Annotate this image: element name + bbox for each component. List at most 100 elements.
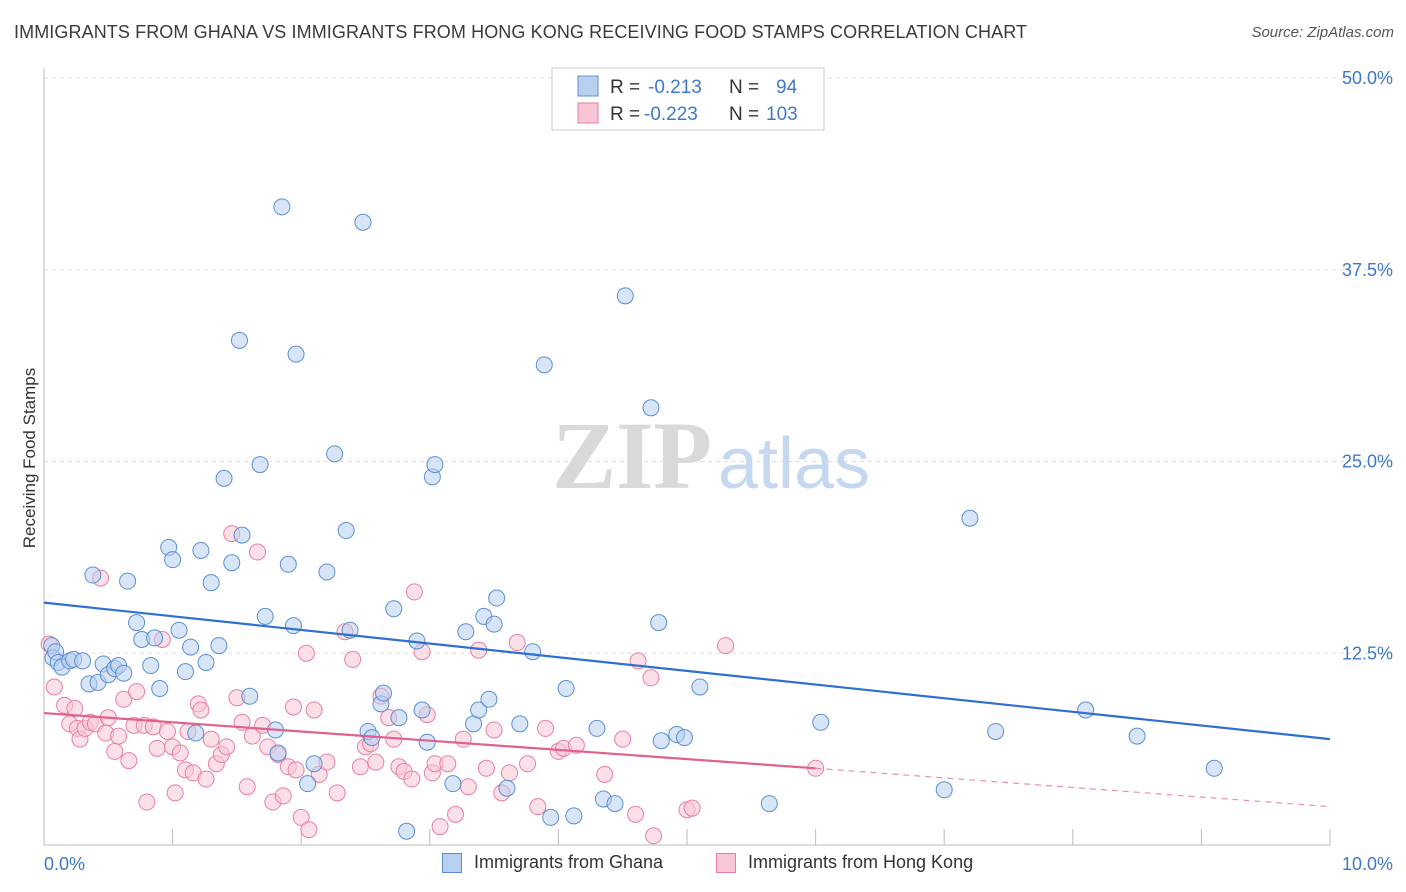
ghana-point bbox=[269, 744, 287, 762]
ghana-point bbox=[511, 715, 529, 733]
hk-point bbox=[439, 755, 457, 773]
ghana-point bbox=[115, 664, 133, 682]
ghana-point bbox=[233, 526, 251, 544]
ghana-point bbox=[273, 198, 291, 216]
ghana-point bbox=[691, 678, 709, 696]
ghana-point bbox=[760, 795, 778, 813]
ghana-point bbox=[1077, 701, 1095, 719]
bottom-legend: Immigrants from Ghana Immigrants from Ho… bbox=[0, 852, 1406, 878]
legend-n-label: N = bbox=[729, 104, 759, 125]
ghana-point bbox=[202, 574, 220, 592]
ghana-point bbox=[398, 822, 416, 840]
hk-point bbox=[717, 637, 735, 655]
ghana-point bbox=[642, 399, 660, 417]
hk-point bbox=[477, 759, 495, 777]
hk-point bbox=[284, 698, 302, 716]
ghana-point bbox=[176, 663, 194, 681]
legend-swatch-ghana bbox=[442, 852, 462, 873]
chart-title: IMMIGRANTS FROM GHANA VS IMMIGRANTS FROM… bbox=[14, 22, 1028, 42]
hk-point bbox=[248, 543, 266, 561]
hk-point bbox=[66, 699, 84, 717]
ghana-point bbox=[413, 701, 431, 719]
ghana-point bbox=[142, 657, 160, 675]
ghana-point bbox=[215, 469, 233, 487]
hk-trend-extension bbox=[815, 767, 1331, 808]
hk-point bbox=[508, 634, 526, 652]
y-tick-label: 37.5% bbox=[1342, 260, 1393, 280]
hk-point bbox=[197, 770, 215, 788]
hk-point bbox=[645, 827, 663, 845]
ghana-point bbox=[197, 653, 215, 671]
ghana-point bbox=[151, 680, 169, 698]
hk-point bbox=[405, 583, 423, 601]
legend-swatch-hk bbox=[716, 852, 736, 873]
ghana-point bbox=[119, 572, 137, 590]
ghana-point bbox=[305, 755, 323, 773]
ghana-point bbox=[457, 623, 475, 641]
hk-point bbox=[529, 798, 547, 816]
ghana-point bbox=[128, 614, 146, 632]
watermark-zip: ZIP bbox=[552, 402, 712, 509]
ghana-point bbox=[84, 566, 102, 584]
hk-point bbox=[459, 778, 477, 796]
hk-point bbox=[454, 730, 472, 748]
ghana-point bbox=[187, 724, 205, 742]
hk-point bbox=[367, 753, 385, 771]
y-tick-label: 25.0% bbox=[1342, 452, 1393, 472]
legend-n-label: N = bbox=[729, 77, 759, 98]
hk-point bbox=[403, 770, 421, 788]
hk-point bbox=[148, 739, 166, 757]
ghana-point bbox=[375, 684, 393, 702]
gridlines bbox=[44, 77, 1390, 654]
hk-point bbox=[115, 690, 133, 708]
ghana-point bbox=[426, 456, 444, 474]
hk-point bbox=[292, 808, 310, 826]
legend-item-ghana: Immigrants from Ghana bbox=[442, 852, 663, 873]
ghana-point bbox=[170, 621, 188, 639]
hk-point bbox=[567, 736, 585, 754]
ghana-point bbox=[230, 331, 248, 349]
legend-swatch-ghana bbox=[577, 75, 599, 97]
ghana-point bbox=[164, 551, 182, 569]
legend-label-hk: Immigrants from Hong Kong bbox=[748, 852, 974, 872]
hk-point bbox=[305, 701, 323, 719]
ghana-point bbox=[299, 775, 317, 793]
correlation-legend: R = -0.213 N = 94 R = -0.223 N = 103 bbox=[551, 67, 825, 131]
hk-point bbox=[614, 730, 632, 748]
ghana-point bbox=[182, 638, 200, 656]
ghana-point bbox=[284, 617, 302, 635]
hk-point bbox=[110, 727, 128, 745]
hk-point bbox=[158, 722, 176, 740]
ghana-point bbox=[812, 713, 830, 731]
ghana-point bbox=[606, 795, 624, 813]
legend-label-ghana: Immigrants from Ghana bbox=[474, 852, 664, 872]
ghana-point bbox=[524, 643, 542, 661]
hk-point bbox=[683, 799, 701, 817]
ghana-point bbox=[675, 729, 693, 747]
ghana-point bbox=[535, 356, 553, 374]
legend-r-value: -0.213 bbox=[648, 77, 702, 98]
ghana-point bbox=[146, 629, 164, 647]
y-tick-label: 12.5% bbox=[1342, 643, 1393, 663]
hk-point bbox=[501, 764, 519, 782]
ghana-point bbox=[1205, 759, 1223, 777]
ghana-point bbox=[390, 709, 408, 727]
ghana-point bbox=[961, 509, 979, 527]
hk-point bbox=[344, 650, 362, 668]
hk-point bbox=[447, 805, 465, 823]
legend-n-value: 94 bbox=[776, 77, 798, 98]
ghana-point bbox=[542, 808, 560, 826]
ghana-point bbox=[192, 541, 210, 559]
hk-point bbox=[238, 778, 256, 796]
ghana-point bbox=[279, 555, 297, 573]
hk-point bbox=[138, 793, 156, 811]
watermark-atlas: atlas bbox=[718, 424, 870, 504]
ghana-point bbox=[565, 807, 583, 825]
legend-item-hk: Immigrants from Hong Kong bbox=[716, 852, 973, 873]
legend-r-label: R = bbox=[610, 77, 640, 98]
ghana-point bbox=[74, 652, 92, 670]
ghana-point bbox=[210, 637, 228, 655]
hk-point bbox=[300, 821, 318, 839]
x-tick-label: 0.0% bbox=[44, 854, 85, 874]
